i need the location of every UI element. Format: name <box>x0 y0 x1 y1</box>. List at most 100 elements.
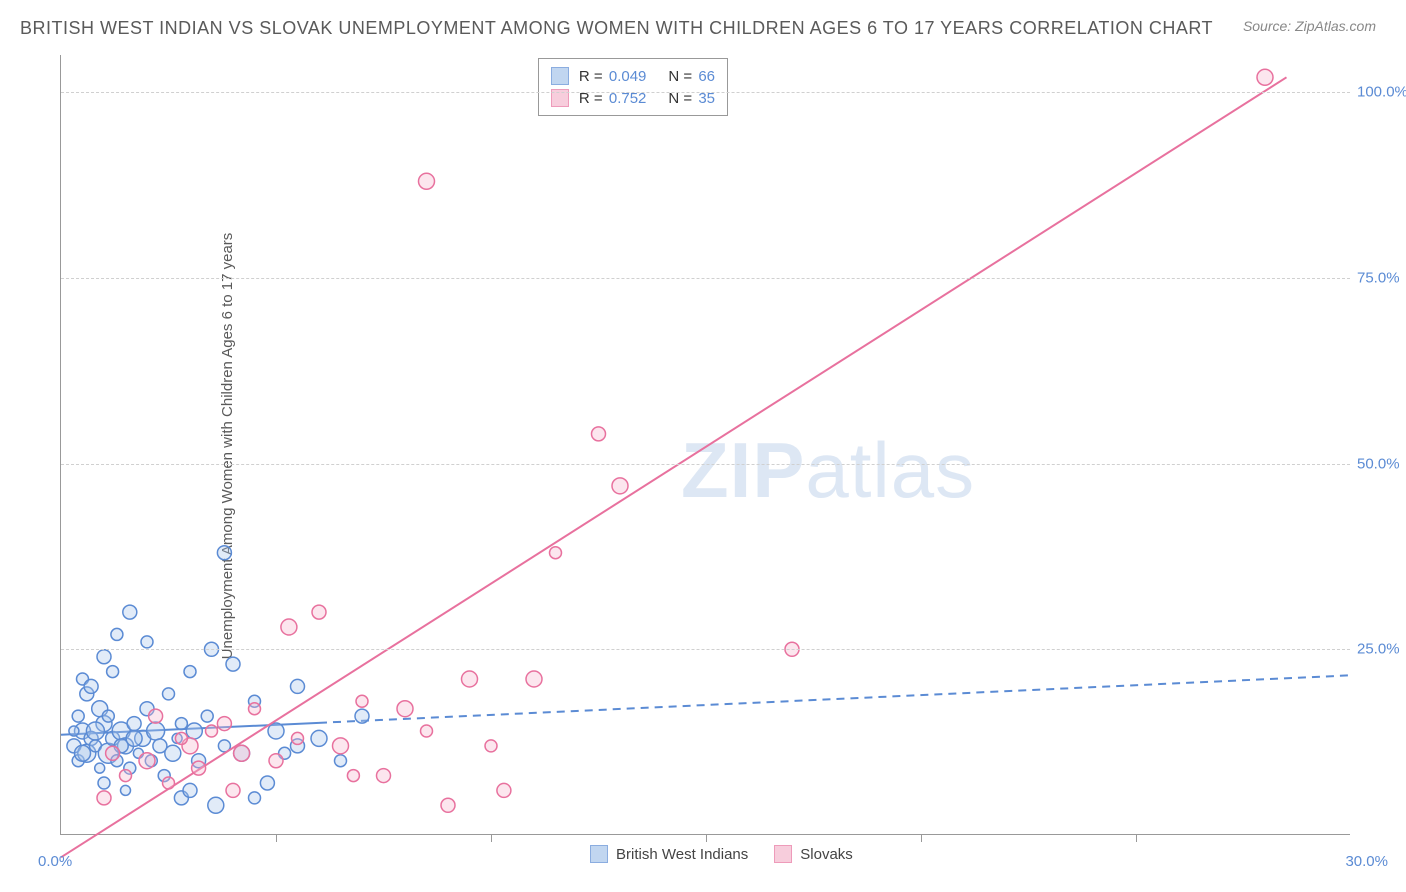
data-point <box>462 671 478 687</box>
series-legend-item: Slovaks <box>774 845 853 863</box>
x-tick <box>921 834 922 842</box>
data-point <box>497 783 511 797</box>
data-point <box>163 688 175 700</box>
data-point <box>139 753 155 769</box>
data-point <box>186 723 202 739</box>
data-point <box>165 745 181 761</box>
data-point <box>281 619 297 635</box>
legend-swatch <box>551 67 569 85</box>
data-point <box>397 701 413 717</box>
data-point <box>97 650 111 664</box>
y-tick-label: 75.0% <box>1357 269 1406 286</box>
data-point <box>355 709 369 723</box>
data-point <box>86 722 104 740</box>
x-axis-max-label: 30.0% <box>1345 853 1388 870</box>
data-point <box>127 717 141 731</box>
data-point <box>175 732 187 744</box>
series-legend: British West Indians Slovaks <box>590 845 853 863</box>
legend-swatch <box>774 845 792 863</box>
data-point <box>550 547 562 559</box>
chart-svg <box>61 55 1350 834</box>
data-point <box>163 777 175 789</box>
data-point <box>95 763 105 773</box>
y-tick-label: 100.0% <box>1357 84 1406 101</box>
legend-n-label: N = 66 <box>668 68 715 85</box>
data-point <box>201 710 213 722</box>
data-point <box>183 783 197 797</box>
data-point <box>419 173 435 189</box>
data-point <box>175 718 187 730</box>
data-point <box>291 679 305 693</box>
data-point <box>102 710 114 722</box>
data-point <box>485 740 497 752</box>
data-point <box>234 745 250 761</box>
data-point <box>347 770 359 782</box>
chart-title: BRITISH WEST INDIAN VS SLOVAK UNEMPLOYME… <box>20 18 1213 39</box>
data-point <box>72 710 84 722</box>
data-point <box>269 754 283 768</box>
data-point <box>217 717 231 731</box>
data-point <box>335 755 347 767</box>
data-point <box>69 726 79 736</box>
legend-r-label: R = 0.049 <box>579 68 646 85</box>
gridline <box>61 278 1350 279</box>
legend-swatch <box>590 845 608 863</box>
data-point <box>260 776 274 790</box>
data-point <box>121 785 131 795</box>
data-point <box>126 730 142 746</box>
data-point <box>249 792 261 804</box>
data-point <box>98 777 110 789</box>
data-point <box>141 636 153 648</box>
series-name: Slovaks <box>800 846 853 863</box>
data-point <box>120 770 132 782</box>
x-tick <box>276 834 277 842</box>
legend-row: R = 0.752N = 35 <box>551 87 715 109</box>
plot-area: ZIPatlas R = 0.049N = 66R = 0.752N = 35 … <box>60 55 1350 835</box>
data-point <box>226 783 240 797</box>
gridline <box>61 464 1350 465</box>
y-tick-label: 50.0% <box>1357 455 1406 472</box>
source-label: Source: ZipAtlas.com <box>1243 18 1376 34</box>
data-point <box>226 657 240 671</box>
regression-line <box>61 77 1287 857</box>
data-point <box>208 797 224 813</box>
data-point <box>123 605 137 619</box>
data-point <box>333 738 349 754</box>
data-point <box>292 732 304 744</box>
data-point <box>106 746 120 760</box>
correlation-legend: R = 0.049 N = 66 R = 0.752N = 35 <box>538 58 728 116</box>
data-point <box>184 666 196 678</box>
data-point <box>147 722 165 740</box>
data-point <box>75 745 91 761</box>
x-tick <box>1136 834 1137 842</box>
data-point <box>441 798 455 812</box>
data-point <box>612 478 628 494</box>
legend-row: R = 0.049 N = 66 <box>551 65 715 87</box>
data-point <box>526 671 542 687</box>
data-point <box>249 703 261 715</box>
x-tick <box>491 834 492 842</box>
y-tick-label: 25.0% <box>1357 641 1406 658</box>
data-point <box>217 546 231 560</box>
data-point <box>1257 69 1273 85</box>
data-point <box>311 730 327 746</box>
gridline <box>61 649 1350 650</box>
x-tick <box>706 834 707 842</box>
series-name: British West Indians <box>616 846 748 863</box>
gridline <box>61 92 1350 93</box>
data-point <box>84 679 98 693</box>
series-legend-item: British West Indians <box>590 845 748 863</box>
data-point <box>149 709 163 723</box>
data-point <box>111 628 123 640</box>
data-point <box>97 791 111 805</box>
data-point <box>312 605 326 619</box>
data-point <box>206 725 218 737</box>
data-point <box>268 723 284 739</box>
data-point <box>421 725 433 737</box>
data-point <box>356 695 368 707</box>
data-point <box>192 761 206 775</box>
x-axis-zero-label: 0.0% <box>38 853 72 870</box>
data-point <box>592 427 606 441</box>
data-point <box>377 769 391 783</box>
data-point <box>107 666 119 678</box>
